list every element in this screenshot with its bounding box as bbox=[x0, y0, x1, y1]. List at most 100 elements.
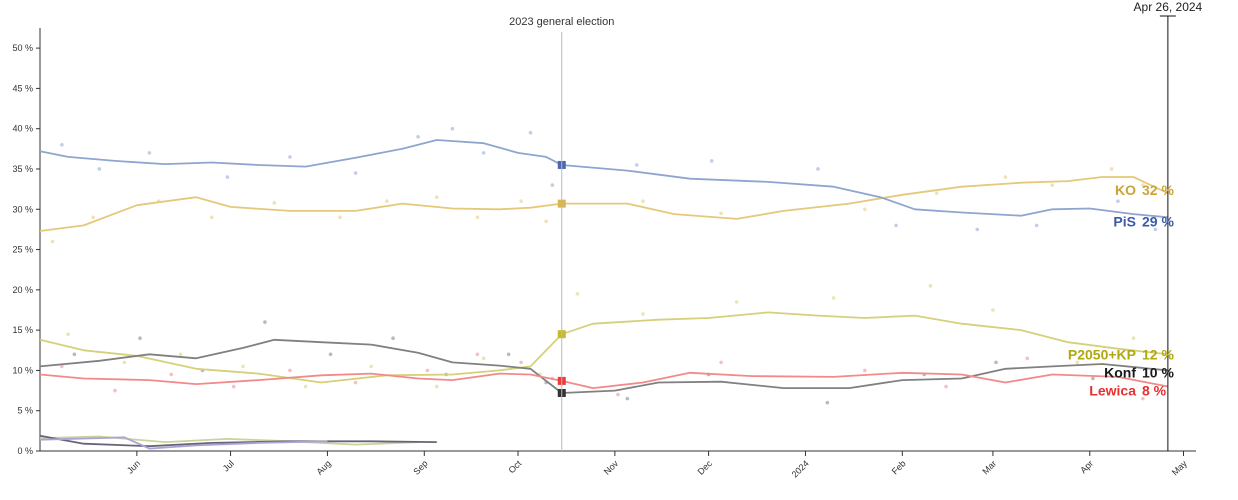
poll-dot-lewica bbox=[944, 384, 948, 389]
poll-dot-p2050-kp bbox=[831, 296, 836, 300]
poll-dot-pis bbox=[450, 126, 455, 131]
x-tick-label: Dec bbox=[696, 458, 715, 477]
poll-dot-pis bbox=[634, 163, 639, 167]
y-tick-label: 50 % bbox=[12, 43, 33, 53]
x-tick-label: Sep bbox=[411, 458, 429, 476]
poll-dot-lewica bbox=[1141, 396, 1145, 401]
lines-layer bbox=[39, 139, 1169, 450]
poll-dot-p2050-kp bbox=[1131, 336, 1136, 340]
y-tick-label: 10 % bbox=[12, 365, 33, 375]
y-tick-label: 30 % bbox=[12, 204, 33, 214]
poll-dot-konf bbox=[72, 352, 77, 357]
poll-dot-pis bbox=[1034, 223, 1039, 228]
poll-dot-pis bbox=[1153, 227, 1158, 232]
y-tick-label: 25 % bbox=[12, 245, 33, 255]
poll-dot-pis bbox=[550, 183, 555, 187]
y-tick-label: 35 % bbox=[12, 164, 33, 174]
x-tick-label: Nov bbox=[602, 458, 621, 477]
poll-dot-p2050-kp bbox=[303, 384, 308, 389]
poll-dot-ko bbox=[1109, 167, 1114, 171]
poll-dot-konf bbox=[1091, 376, 1095, 381]
poll-dot-lewica bbox=[1025, 356, 1030, 361]
end-label-value-konf: 10 % bbox=[1142, 364, 1174, 380]
end-label-name-lewica: Lewica bbox=[1089, 383, 1136, 399]
poll-dot-pis bbox=[1116, 199, 1120, 204]
poll-dot-ko bbox=[719, 211, 723, 216]
poll-dot-p2050-kp bbox=[1075, 360, 1080, 365]
poll-dot-lewica bbox=[475, 352, 480, 357]
poll-dot-p2050-kp bbox=[122, 360, 127, 365]
poll-dot-konf bbox=[391, 336, 395, 340]
poll-dot-ko bbox=[50, 239, 55, 244]
poll-dot-lewica bbox=[60, 364, 64, 369]
end-label-name-ko: KO bbox=[1115, 182, 1136, 198]
current-date-label: Apr 26, 2024 bbox=[1134, 0, 1203, 14]
poll-dot-pis bbox=[416, 134, 420, 139]
y-tick-label: 45 % bbox=[12, 83, 33, 93]
y-tick-label: 20 % bbox=[12, 285, 33, 295]
poll-dot-pis bbox=[975, 227, 980, 232]
poll-dot-konf bbox=[625, 396, 630, 401]
poll-dot-pis bbox=[816, 167, 820, 171]
x-tick-label: Mar bbox=[980, 458, 998, 476]
poll-dot-pis bbox=[288, 155, 292, 159]
trend-line-minor-3 bbox=[39, 436, 328, 450]
poll-dot-p2050-kp bbox=[481, 356, 486, 361]
poll-dot-ko bbox=[641, 199, 645, 204]
poll-dot-lewica bbox=[425, 368, 430, 373]
poll-dot-konf bbox=[825, 400, 830, 405]
poll-dot-p2050-kp bbox=[66, 332, 70, 336]
x-tick-label: Feb bbox=[890, 458, 908, 476]
poll-dot-lewica bbox=[519, 360, 523, 365]
poll-dot-ko bbox=[544, 219, 548, 224]
poll-dot-pis bbox=[481, 151, 486, 155]
poll-dot-pis bbox=[894, 223, 898, 228]
poll-dot-konf bbox=[263, 320, 267, 324]
poll-dot-p2050-kp bbox=[434, 384, 439, 389]
poll-dot-lewica bbox=[719, 360, 723, 365]
trend-line-minor-1 bbox=[39, 435, 419, 446]
trend-line-konf bbox=[39, 338, 1168, 394]
poll-dot-p2050-kp bbox=[928, 284, 933, 288]
poll-dot-ko bbox=[519, 199, 523, 204]
x-tick-label: Aug bbox=[314, 458, 332, 476]
end-labels: KO 32 % PiS 29 % P2050+KP 12 % Konf 10 % Lewica 8… bbox=[1068, 182, 1175, 398]
poll-dot-pis bbox=[97, 167, 102, 171]
end-label-value-ko: 32 % bbox=[1142, 182, 1174, 198]
poll-dot-konf bbox=[328, 352, 333, 357]
poll-dot-konf bbox=[138, 336, 142, 340]
poll-dot-p2050-kp bbox=[369, 364, 373, 369]
x-tick-label: Jul bbox=[221, 458, 236, 473]
poll-dot-lewica bbox=[169, 372, 174, 377]
x-tick-label: Oct bbox=[506, 458, 523, 475]
end-label-name-p2050-kp: P2050+KP bbox=[1068, 346, 1136, 362]
y-axis: 0 % 5 % 10 % 15 % 20 % 25 % 30 % 35 % 40 % 45 % 50… bbox=[12, 28, 41, 456]
poll-dot-lewica bbox=[113, 388, 117, 393]
poll-dot-p2050-kp bbox=[991, 308, 995, 312]
poll-dot-lewica bbox=[353, 380, 358, 385]
poll-dot-ko bbox=[863, 207, 867, 212]
poll-dot-pis bbox=[709, 159, 714, 163]
poll-dot-ko bbox=[934, 191, 939, 195]
poll-dot-ko bbox=[272, 201, 277, 205]
x-axis: Jun Jul Aug Sep Oct Nov Dec 2024 Feb Mar Apr May bbox=[40, 450, 1196, 480]
end-label-value-pis: 29 % bbox=[1142, 213, 1174, 229]
event-layer: 2023 general election Apr 26, 2024 bbox=[509, 0, 1203, 451]
poll-dot-lewica bbox=[288, 368, 292, 373]
poll-dot-ko bbox=[475, 215, 480, 220]
poll-dot-pis bbox=[353, 171, 358, 175]
trend-line-ko bbox=[39, 176, 1169, 232]
x-tick-label: 2024 bbox=[790, 458, 811, 479]
poll-dot-p2050-kp bbox=[575, 292, 580, 296]
trend-line-pis bbox=[39, 139, 1168, 219]
poll-dot-ko bbox=[434, 195, 439, 199]
poll-dot-pis bbox=[225, 175, 230, 179]
y-tick-label: 5 % bbox=[17, 406, 33, 416]
poll-dot-ko bbox=[210, 215, 214, 220]
poll-dot-p2050-kp bbox=[734, 300, 739, 304]
poll-dot-ko bbox=[338, 215, 342, 220]
scatter-layer bbox=[50, 126, 1158, 405]
poll-dot-pis bbox=[60, 143, 64, 147]
poll-dot-p2050-kp bbox=[641, 312, 645, 316]
